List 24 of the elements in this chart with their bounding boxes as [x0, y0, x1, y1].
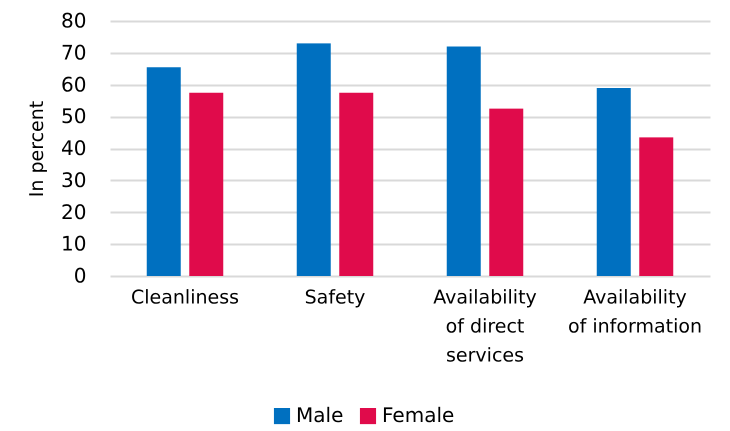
legend-label: Female [382, 403, 454, 427]
y-axis-title: In percent [26, 100, 48, 198]
y-tick-label: 70 [61, 40, 86, 64]
y-tick-label: 10 [61, 232, 86, 256]
x-tick-label: Cleanliness [130, 286, 240, 308]
bar [339, 92, 374, 276]
y-tick-label: 30 [61, 168, 86, 192]
x-tick-label: Availability of direct services [433, 286, 537, 366]
y-tick-label: 50 [61, 104, 86, 128]
bar [189, 92, 224, 276]
y-tick-label: 0 [74, 264, 86, 288]
y-tick-label: 20 [61, 200, 86, 224]
y-tick-label: 40 [61, 136, 86, 160]
bar [446, 46, 481, 276]
legend-label: Male [296, 403, 344, 427]
bar [639, 137, 674, 276]
y-tick-label: 60 [61, 72, 86, 96]
y-tick-label: 80 [61, 8, 86, 32]
x-tick-label: Availability of information [568, 286, 702, 338]
bar [596, 88, 631, 276]
bar [296, 43, 331, 276]
bar [146, 67, 181, 276]
x-tick-label: Safety [304, 286, 366, 308]
bar [489, 108, 524, 276]
